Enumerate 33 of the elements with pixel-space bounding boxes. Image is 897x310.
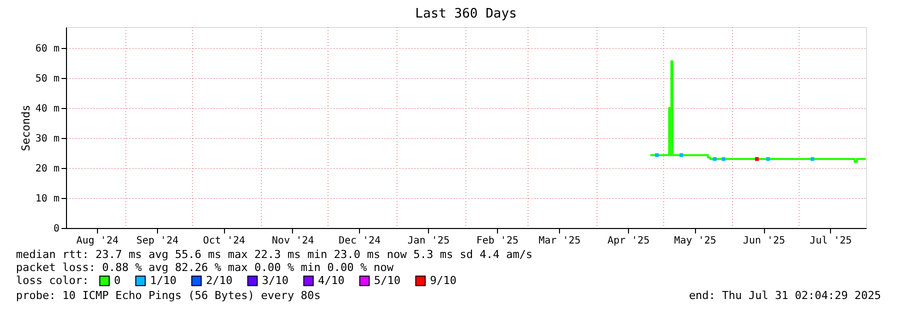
x-tick-label: Sep '24: [136, 236, 178, 246]
y-tick-label: 0: [53, 224, 60, 234]
x-tick-label: Jun '25: [743, 236, 786, 246]
legend-label: 0: [114, 274, 121, 287]
x-tick-label: Aug '24: [76, 236, 118, 246]
legend-label: 9/10: [430, 274, 456, 287]
legend-label: 3/10: [262, 274, 288, 287]
legend-title: loss color:: [16, 274, 89, 287]
y-tick-label: 50 m: [35, 74, 60, 84]
x-tick-label: Oct '24: [203, 236, 246, 246]
x-tick-label: Mar '25: [538, 236, 581, 246]
x-tick-label: Dec '24: [338, 236, 381, 246]
y-tick-label: 30 m: [35, 134, 60, 144]
x-tick-label: Nov '24: [272, 236, 314, 246]
y-axis-title: Seconds: [19, 104, 32, 152]
x-tick-label: Jul '25: [810, 236, 852, 246]
legend-label: 4/10: [318, 274, 344, 287]
y-tick-label: 10 m: [35, 194, 60, 204]
y-tick-label: 40 m: [35, 104, 60, 114]
text: end: Thu Jul 31 02:04:29 2025: [688, 289, 881, 302]
text: probe: 10 ICMP Echo Pings (56 Bytes) every 80s: [16, 289, 321, 302]
legend-label: 2/10: [206, 274, 232, 287]
text: median rtt: 23.7 ms avg 55.6 ms max 22.3 ms min 23.0 ms now 5.3 ms sd 4.4 am/s: [16, 248, 533, 261]
y-tick-label: 20 m: [35, 164, 60, 174]
legend-label: 5/10: [374, 274, 400, 287]
x-tick-label: Feb '25: [476, 236, 518, 246]
x-tick-label: May '25: [674, 236, 716, 246]
legend-label: 1/10: [150, 274, 176, 287]
y-tick-label: 60 m: [35, 44, 60, 54]
x-tick-label: Apr '25: [607, 236, 650, 246]
chart-title: Last 360 Days: [415, 6, 517, 22]
text: packet loss: 0.88 % avg 82.26 % max 0.00 % min 0.00 % now: [16, 261, 394, 274]
x-tick-label: Jan '25: [407, 236, 450, 246]
